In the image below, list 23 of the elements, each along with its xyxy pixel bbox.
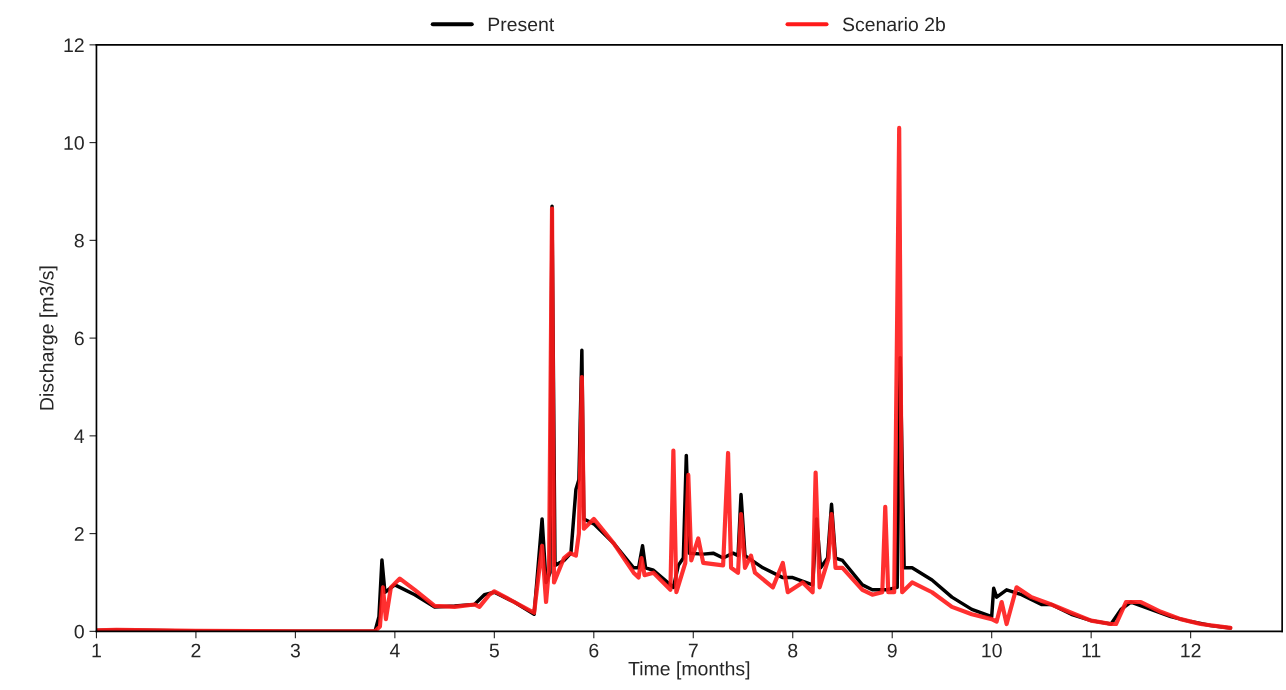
x-tick-label: 7: [688, 643, 698, 658]
y-tick-label: 4: [74, 429, 85, 443]
x-tick-label: 6: [589, 643, 599, 658]
y-tick-label: 8: [74, 233, 84, 248]
x-tick-label: 11: [1082, 643, 1101, 658]
x-tick-label: 10: [982, 643, 1002, 658]
y-axis-title: Discharge [m3/s]: [39, 266, 58, 410]
legend-label: Present: [488, 17, 555, 32]
y-tick-label: 12: [64, 38, 84, 52]
y-tick-label: 0: [74, 624, 84, 639]
x-tick-label: 12: [1181, 643, 1201, 658]
x-tick-label: 5: [489, 643, 499, 658]
y-tick-label: 10: [64, 136, 84, 150]
x-tick-label: 9: [887, 643, 897, 658]
y-tick-label: 2: [74, 527, 84, 541]
x-tick-label: 1: [92, 643, 101, 658]
x-tick-label: 4: [389, 643, 400, 658]
x-tick-label: 3: [290, 643, 300, 658]
legend-label: Scenario 2b: [842, 17, 945, 32]
x-tick-label: 2: [191, 643, 201, 658]
x-axis-title: Time [months]: [628, 661, 750, 680]
y-tick-label: 6: [74, 331, 84, 346]
x-tick-label: 8: [788, 643, 798, 658]
